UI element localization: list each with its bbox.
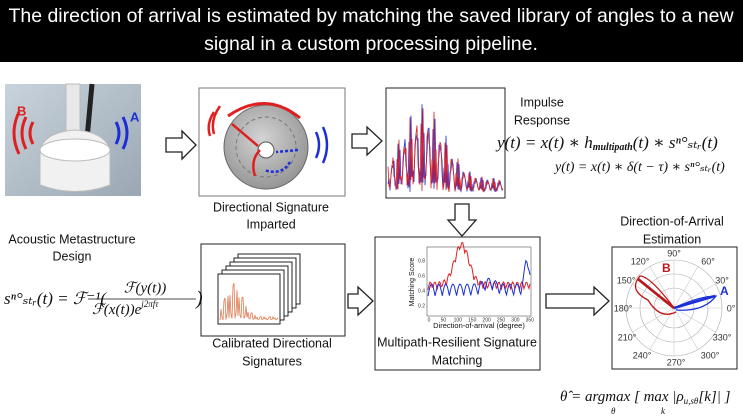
angle-label: 30° xyxy=(715,275,729,285)
source-marker: B xyxy=(17,103,26,118)
equation: θ̂ = argmax [ max |ρu,sθ[k]| ] xyxy=(560,389,731,406)
angle-label: 210° xyxy=(618,332,637,342)
flow-arrow xyxy=(446,203,478,237)
polar-spoke xyxy=(632,307,675,333)
equation: ) xyxy=(195,288,203,310)
angle-label: 60° xyxy=(701,256,715,266)
polar-spoke xyxy=(649,266,675,309)
node-label: Acoustic Metastructure xyxy=(8,232,135,246)
polar-spoke xyxy=(673,283,716,309)
angle-label: 300° xyxy=(701,350,720,360)
y-tick-label: 0.2 xyxy=(418,303,425,309)
axis-label: Direction-of-arrival (degree) xyxy=(433,321,525,330)
x-tick-label: 250 xyxy=(497,317,506,323)
y-tick-label: 0.6 xyxy=(418,273,425,279)
flow-arrow xyxy=(165,129,197,161)
axis-label: Matching Score xyxy=(409,258,416,307)
angle-label: 270° xyxy=(667,357,686,367)
doa-vector xyxy=(637,278,675,309)
node-label: Signatures xyxy=(242,354,302,368)
node-label: Matching xyxy=(432,353,483,367)
angle-label: 240° xyxy=(633,350,652,360)
polar-spoke xyxy=(673,307,699,350)
flow-arrow xyxy=(351,125,383,157)
plot-frame xyxy=(426,246,532,317)
source-marker: A xyxy=(130,109,140,124)
doa-pattern xyxy=(634,275,677,315)
node-label: Direction-of-Arrival xyxy=(620,214,724,228)
angle-label: 180° xyxy=(614,303,633,313)
y-tick-label: 0.4 xyxy=(418,288,425,294)
equation: θ xyxy=(611,406,616,416)
waveform xyxy=(387,108,504,192)
equation: ℱ(x(t))ej2πfτ xyxy=(92,299,159,318)
title-line: signal in a custom processing pipeline. xyxy=(204,33,538,55)
x-tick-label: 50 xyxy=(441,317,447,323)
polar-spoke xyxy=(649,307,675,350)
equation: y(t) = x(t) ∗ hmultipath(t) ∗ sⁿ°ₛₜᵣ(t) xyxy=(495,133,718,153)
polar-spoke xyxy=(673,266,699,309)
x-tick-label: 100 xyxy=(454,317,463,323)
device-photo xyxy=(5,83,141,196)
matching-curve xyxy=(427,259,531,297)
x-tick-label: 200 xyxy=(482,317,491,323)
angle-label: 150° xyxy=(617,275,636,285)
equation: y(t) = x(t) ∗ δ(t − τ) ∗ sⁿ°ₛₜᵣ(t) xyxy=(553,160,725,175)
y-tick-label: 0.8 xyxy=(418,258,425,264)
equation: ℱ(y(t)) xyxy=(124,280,167,296)
x-tick-label: 150 xyxy=(468,317,477,323)
impulse-waveforms xyxy=(387,104,504,193)
doa-marker: A xyxy=(720,284,729,298)
angle-label: 0° xyxy=(727,303,736,313)
polar-spoke xyxy=(673,307,716,333)
signature-stack xyxy=(217,253,301,325)
signature-image xyxy=(198,87,346,197)
x-tick-label: 300 xyxy=(511,317,520,323)
node-label: Impulse xyxy=(520,95,564,109)
title-bar xyxy=(0,0,743,62)
plot-ticks: 0 50 100 150 200 250 300 350 0.2 0.4 0.6 0.8 xyxy=(418,258,534,323)
node-label: Estimation xyxy=(643,232,701,246)
title-line: The direction of arrival is estimated by… xyxy=(8,5,734,27)
flow-arrow xyxy=(347,285,374,317)
node-label: Directional Signature xyxy=(213,200,329,214)
node-label: Response xyxy=(514,113,570,127)
equation: sⁿ°ₛₜᵣ(t) = ℱ⁻¹( xyxy=(4,289,107,308)
angle-label: 90° xyxy=(667,248,681,258)
matching-curve xyxy=(427,242,531,292)
node-label: Imparted xyxy=(246,217,295,231)
angle-label: 330° xyxy=(713,332,732,342)
node-label: Design xyxy=(53,249,92,263)
node-label: Multipath-Resilient Signature xyxy=(377,335,537,349)
doa-pattern xyxy=(673,295,718,311)
node-label: Calibrated Directional xyxy=(212,336,332,350)
equation: k xyxy=(661,406,666,416)
flow-arrow xyxy=(545,285,610,317)
angle-label: 120° xyxy=(631,256,650,266)
doa-marker: B xyxy=(662,261,671,275)
x-tick-label: 0 xyxy=(428,317,431,323)
x-tick-label: 350 xyxy=(526,317,535,323)
